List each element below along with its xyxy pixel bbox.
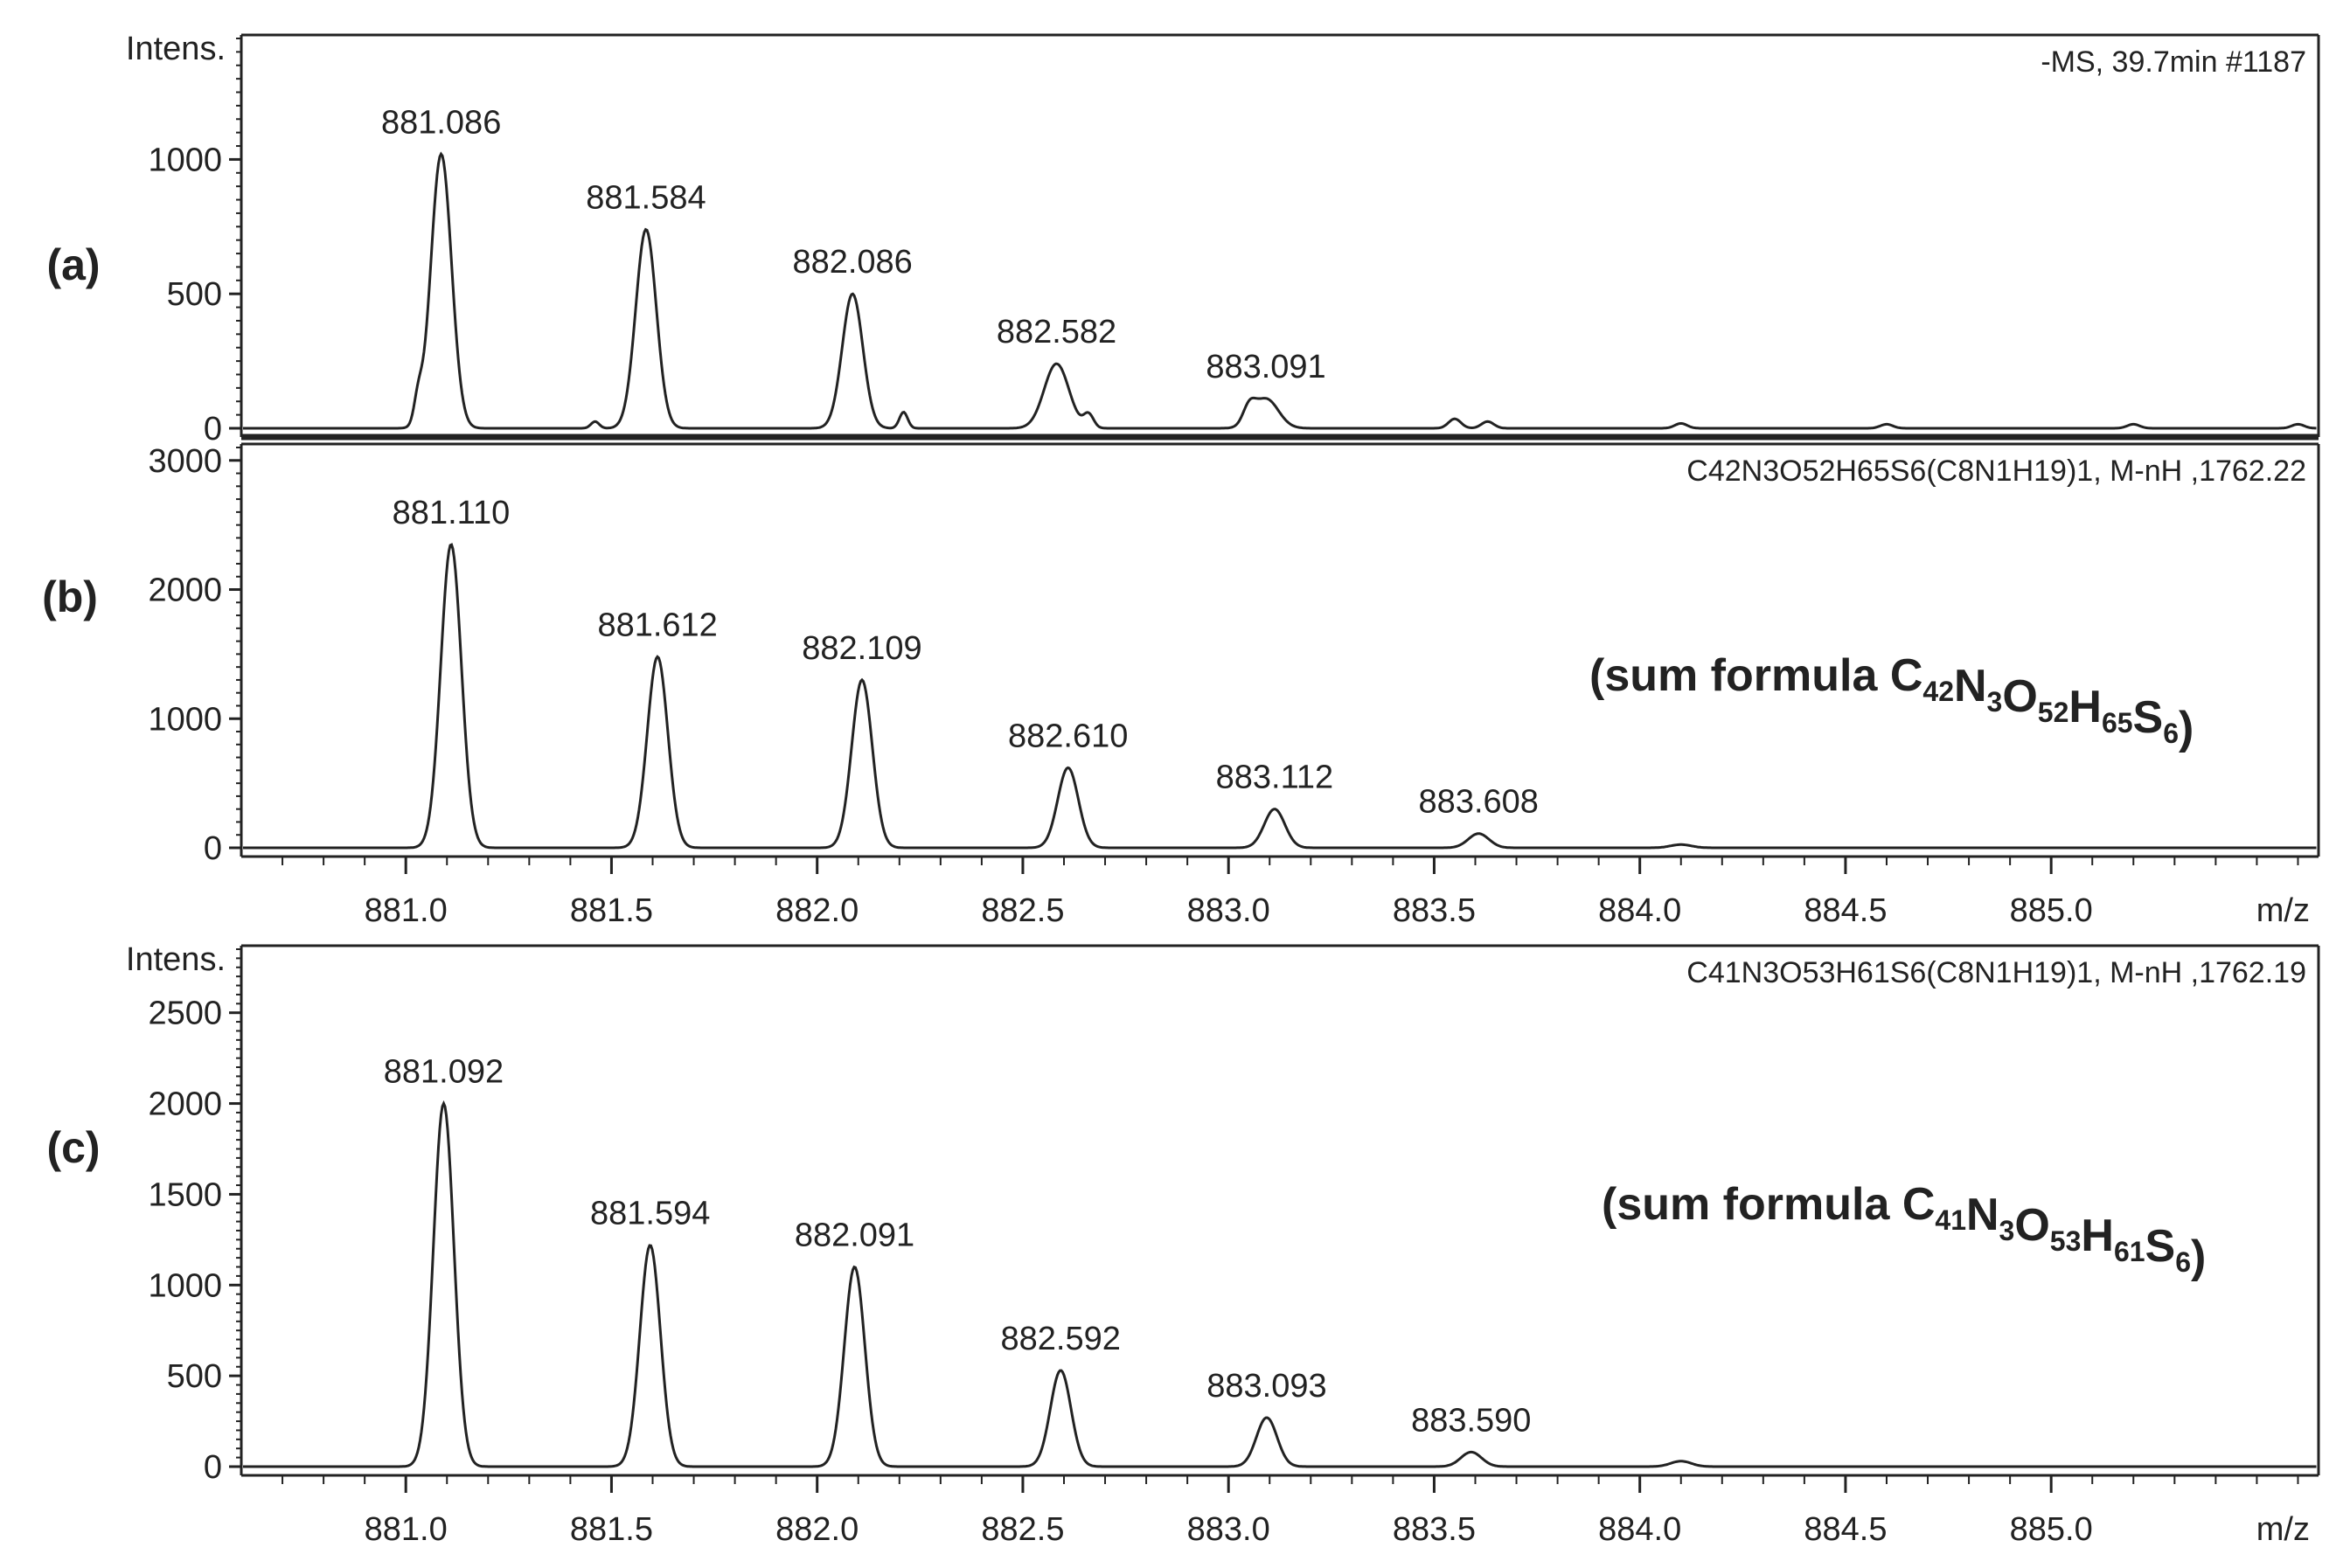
spectrum-annotation: C41N3O53H61S6(C8N1H19)1, M-nH ,1762.19 <box>1686 956 2306 989</box>
spectrum-trace <box>243 1100 2317 1468</box>
x-tick-label: 881.0 <box>365 1511 448 1548</box>
x-axis-label: m/z <box>2256 892 2310 929</box>
peak-label: 881.584 <box>586 179 706 216</box>
panel-b: 0 1000 2000 3000 881.0 881.5 882.0 882.5 883.0 88… <box>42 442 2320 929</box>
y-axis-label: Intens. <box>126 941 226 978</box>
x-tick-label: 883.0 <box>1187 892 1270 929</box>
x-tick-label: 881.0 <box>365 892 448 929</box>
x-tick-label: 883.5 <box>1393 1511 1476 1548</box>
y-tick-label: 3000 <box>148 443 222 480</box>
y-tick-label: 0 <box>204 830 222 867</box>
y-tick-label: 2500 <box>148 996 222 1032</box>
x-tick-label: 882.5 <box>981 1511 1064 1548</box>
x-tick-label: 882.5 <box>981 892 1064 929</box>
peak-label: 883.093 <box>1206 1368 1326 1405</box>
x-tick-label: 884.5 <box>1804 1511 1887 1548</box>
y-tick-label: 1000 <box>148 701 222 738</box>
peak-label: 882.610 <box>1008 718 1128 754</box>
peak-label: 882.582 <box>997 314 1116 350</box>
x-tick-label: 882.0 <box>775 892 859 929</box>
x-tick-label: 884.5 <box>1804 892 1887 929</box>
y-tick-label: 0 <box>204 411 222 448</box>
panel-a: 0 500 1000 Intens. 881.086 881.584 882.086 882.… <box>46 31 2320 448</box>
y-tick-label: 1000 <box>148 1267 222 1304</box>
x-axis-label: m/z <box>2256 1511 2310 1548</box>
peak-label: 883.590 <box>1411 1402 1531 1439</box>
panel-letter: (c) <box>46 1123 100 1172</box>
peak-label: 881.612 <box>597 607 717 643</box>
peak-label: 881.594 <box>590 1196 710 1232</box>
x-tick-label: 883.5 <box>1393 892 1476 929</box>
x-tick-label: 885.0 <box>2010 1511 2093 1548</box>
spectrum-annotation: C42N3O52H65S6(C8N1H19)1, M-nH ,1762.22 <box>1686 454 2306 488</box>
x-tick-label: 884.0 <box>1598 892 1681 929</box>
peak-label: 881.092 <box>384 1054 504 1091</box>
peak-label: 883.608 <box>1419 784 1539 821</box>
x-tick-label: 884.0 <box>1598 1511 1681 1548</box>
y-tick-label: 2000 <box>148 572 222 609</box>
x-tick-label: 881.5 <box>570 892 653 929</box>
y-tick-label: 2000 <box>148 1086 222 1123</box>
y-tick-label: 1000 <box>148 142 222 178</box>
peak-label: 882.091 <box>795 1218 914 1254</box>
sum-formula-note: (sum formula C42N3O52H65S6) <box>1589 650 2194 753</box>
peak-label: 882.086 <box>792 244 912 281</box>
spectrum-trace <box>243 151 2317 430</box>
peak-label: 882.592 <box>1001 1321 1121 1357</box>
peak-label: 883.091 <box>1206 349 1325 385</box>
y-tick-label: 500 <box>167 276 222 313</box>
peak-label: 882.109 <box>802 630 921 667</box>
y-tick-label: 1500 <box>148 1176 222 1213</box>
sum-formula-note: (sum formula C41N3O53H61S6) <box>1602 1179 2206 1282</box>
y-tick-label: 0 <box>204 1449 222 1486</box>
panel-c: 0 500 1000 1500 2000 2500 Intens. 881.0 881.5 882… <box>46 941 2320 1548</box>
spectrum-trace <box>243 543 2317 850</box>
y-axis-label: Intens. <box>126 31 226 67</box>
peak-label: 881.086 <box>381 104 501 141</box>
x-tick-label: 882.0 <box>775 1511 859 1548</box>
x-tick-label: 885.0 <box>2010 892 2093 929</box>
panel-letter: (b) <box>42 572 98 621</box>
peak-label: 883.112 <box>1216 760 1334 796</box>
y-tick-label: 500 <box>167 1358 222 1395</box>
panel-letter: (a) <box>46 240 100 289</box>
peak-label: 881.110 <box>393 495 511 531</box>
x-tick-label: 881.5 <box>570 1511 653 1548</box>
spectrum-annotation: -MS, 39.7min #1187 <box>2041 45 2306 79</box>
x-tick-label: 883.0 <box>1187 1511 1270 1548</box>
